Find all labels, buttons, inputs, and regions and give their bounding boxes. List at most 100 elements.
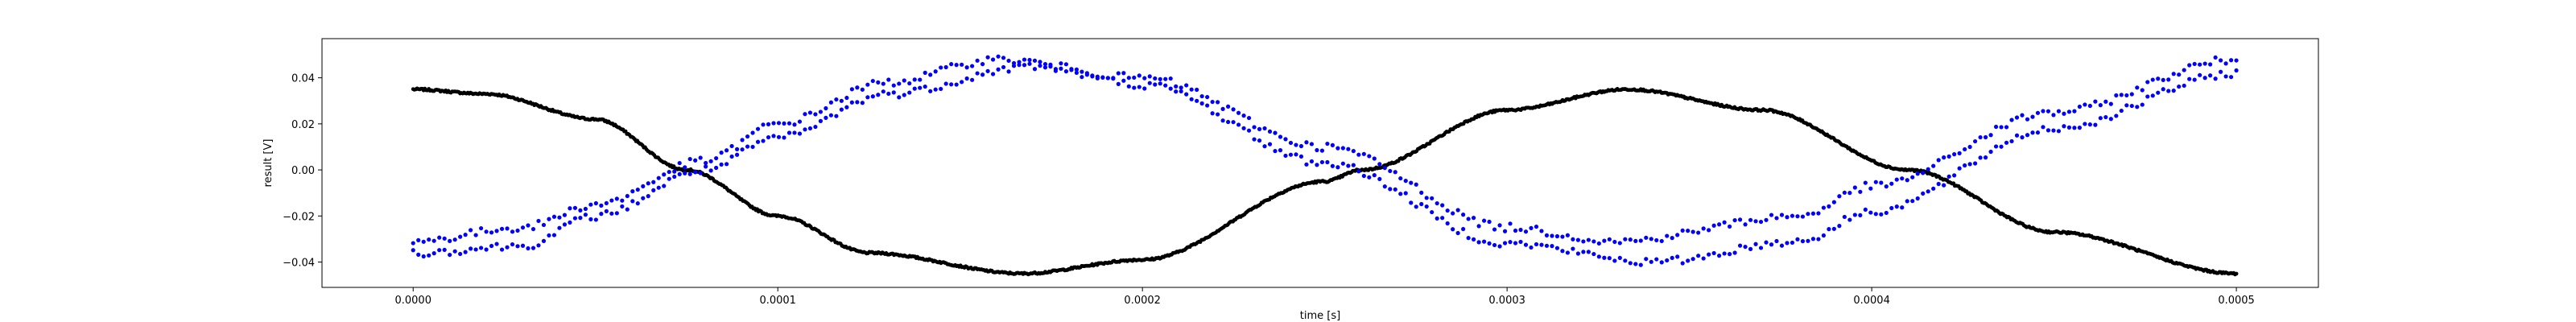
data-point xyxy=(1325,141,1330,147)
data-point xyxy=(1999,144,2004,149)
data-point xyxy=(1210,111,1215,116)
data-point xyxy=(2083,122,2087,126)
data-point xyxy=(786,130,792,135)
data-point xyxy=(1602,238,1607,243)
data-point xyxy=(771,134,776,138)
data-point xyxy=(2108,101,2113,106)
data-point xyxy=(1472,237,1476,242)
data-point xyxy=(1283,137,1288,142)
data-point xyxy=(693,158,698,163)
data-point xyxy=(1414,182,1418,187)
data-point xyxy=(1137,85,1141,89)
data-point xyxy=(1455,230,1460,236)
data-point xyxy=(442,236,447,241)
data-point xyxy=(646,181,650,186)
data-point xyxy=(1142,86,1147,91)
data-point xyxy=(1032,58,1038,63)
data-point xyxy=(1351,163,1356,167)
data-point xyxy=(849,87,854,92)
data-point xyxy=(724,162,729,167)
data-point xyxy=(1220,106,1225,111)
data-point xyxy=(870,94,875,99)
data-point xyxy=(1502,241,1508,246)
data-point xyxy=(2098,116,2103,121)
data-point xyxy=(824,115,828,120)
data-point xyxy=(1356,169,1361,174)
data-point xyxy=(828,113,833,118)
data-point xyxy=(2223,61,2228,66)
data-point xyxy=(1116,71,1121,76)
data-point xyxy=(1216,100,1220,105)
data-point xyxy=(1451,227,1455,232)
data-point xyxy=(1048,64,1053,69)
data-point xyxy=(1179,85,1183,90)
data-point xyxy=(2171,72,2176,76)
data-point xyxy=(1863,180,1868,185)
data-point xyxy=(1591,239,1596,244)
data-point xyxy=(1973,161,1978,166)
data-point xyxy=(907,90,912,95)
data-point xyxy=(2140,88,2145,93)
data-point xyxy=(1205,94,1210,100)
data-point xyxy=(897,81,902,86)
data-point xyxy=(2030,114,2035,119)
data-point xyxy=(1273,130,1278,135)
y-tick-label: 0.00 xyxy=(291,165,315,177)
data-point xyxy=(2177,72,2182,77)
data-point xyxy=(1262,144,1267,149)
data-point xyxy=(1319,148,1325,153)
data-point xyxy=(677,160,682,166)
data-point xyxy=(834,114,839,118)
data-point xyxy=(1523,242,1529,247)
data-point xyxy=(2219,69,2223,74)
data-point xyxy=(1074,70,1080,75)
data-point xyxy=(1686,229,1690,233)
data-point xyxy=(1795,214,1800,219)
data-point xyxy=(750,130,755,135)
data-point xyxy=(2083,102,2087,107)
data-point xyxy=(1111,76,1116,81)
data-point xyxy=(526,223,530,228)
data-point xyxy=(1926,167,1930,171)
data-point xyxy=(416,237,421,242)
data-point xyxy=(1999,125,2004,130)
data-point xyxy=(1372,173,1377,178)
data-point xyxy=(1623,237,1628,242)
data-point xyxy=(1084,71,1089,76)
data-point xyxy=(656,175,661,180)
data-point xyxy=(667,169,671,175)
data-point xyxy=(786,121,792,126)
data-point xyxy=(855,100,860,105)
data-point xyxy=(1873,212,1878,217)
data-point xyxy=(1199,101,1204,106)
data-point xyxy=(2219,58,2223,63)
data-point xyxy=(2129,103,2134,109)
data-point xyxy=(1852,185,1857,190)
data-point xyxy=(1821,233,1827,238)
data-point xyxy=(1936,158,1941,163)
data-point xyxy=(530,246,536,250)
data-point xyxy=(1126,76,1131,80)
data-point xyxy=(1388,168,1393,174)
data-point xyxy=(954,63,959,68)
data-point xyxy=(1534,242,1539,247)
data-point xyxy=(1952,152,1957,157)
data-point xyxy=(1665,258,1670,263)
data-point xyxy=(2066,125,2072,130)
data-point xyxy=(2009,118,2014,122)
data-point xyxy=(1346,163,1351,168)
x-tick-label: 0.0003 xyxy=(1488,295,1525,307)
data-point xyxy=(442,247,447,252)
data-point xyxy=(557,215,562,220)
data-point xyxy=(807,126,813,131)
data-point xyxy=(1957,166,1962,171)
data-point xyxy=(421,239,426,244)
data-point xyxy=(1529,245,1534,250)
data-point xyxy=(1001,64,1006,70)
data-point xyxy=(698,171,703,175)
data-point xyxy=(662,184,667,188)
data-point xyxy=(704,160,708,166)
data-point xyxy=(651,188,656,192)
data-point xyxy=(448,252,452,258)
data-point xyxy=(1246,115,1252,121)
